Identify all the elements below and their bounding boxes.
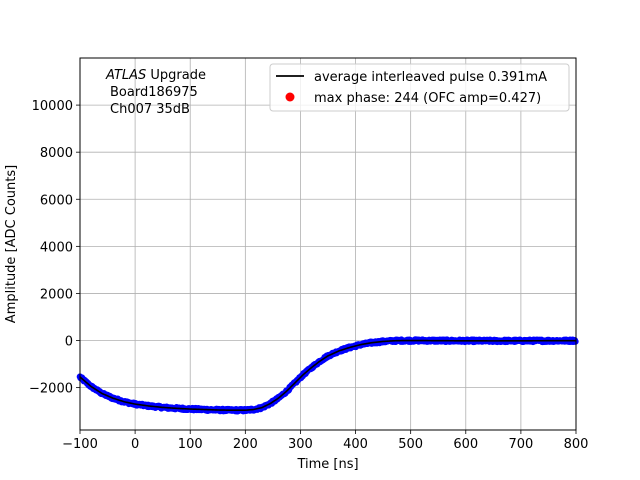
y-tick-label: 8000	[40, 146, 73, 161]
annotation-block: ATLAS Upgrade Board186975 Ch007 35dB	[105, 68, 206, 117]
x-tick-label: 500	[398, 437, 423, 452]
plot-frame	[79, 57, 577, 431]
annotation-board: Board186975	[110, 85, 198, 100]
x-tick-label: 200	[233, 437, 258, 452]
legend-entry-average: average interleaved pulse 0.391mA	[314, 70, 547, 85]
y-tick-label: 2000	[40, 287, 73, 302]
y-tick-label: 0	[65, 335, 73, 350]
annotation-channel: Ch007 35dB	[110, 102, 190, 117]
legend-point-swatch	[285, 92, 295, 102]
y-axis-label: Amplitude [ADC Counts]	[4, 165, 19, 323]
x-tick-label: 800	[564, 437, 589, 452]
y-tick-label: 4000	[40, 240, 73, 255]
x-tick-label: 600	[453, 437, 478, 452]
plot-area	[80, 58, 576, 430]
annotation-experiment-italic: ATLAS	[105, 68, 146, 83]
y-tick-label: 6000	[40, 193, 73, 208]
y-tick-label: 10000	[32, 99, 73, 114]
x-tick-label: 300	[288, 437, 313, 452]
legend: average interleaved pulse 0.391mA max ph…	[269, 63, 570, 112]
x-tick-label: 400	[343, 437, 368, 452]
x-axis-label: Time [ns]	[296, 457, 358, 472]
y-tick-label: −2000	[29, 382, 73, 397]
legend-box	[269, 63, 570, 112]
annotation-experiment: ATLAS Upgrade	[105, 68, 206, 83]
annotation-experiment-rest: Upgrade	[146, 68, 206, 83]
x-tick-label: 700	[508, 437, 533, 452]
average-pulse-line	[79, 339, 576, 412]
sample-point	[572, 338, 579, 345]
x-tick-label: 0	[131, 437, 139, 452]
legend-entry-max-phase: max phase: 244 (OFC amp=0.427)	[314, 91, 541, 106]
x-tick-label: 100	[178, 437, 203, 452]
x-tick-label: −100	[62, 437, 98, 452]
axis-ticks: −100 0 100 200 300 400 500 600 700 800 −2000 0 2000 4…	[29, 99, 588, 452]
